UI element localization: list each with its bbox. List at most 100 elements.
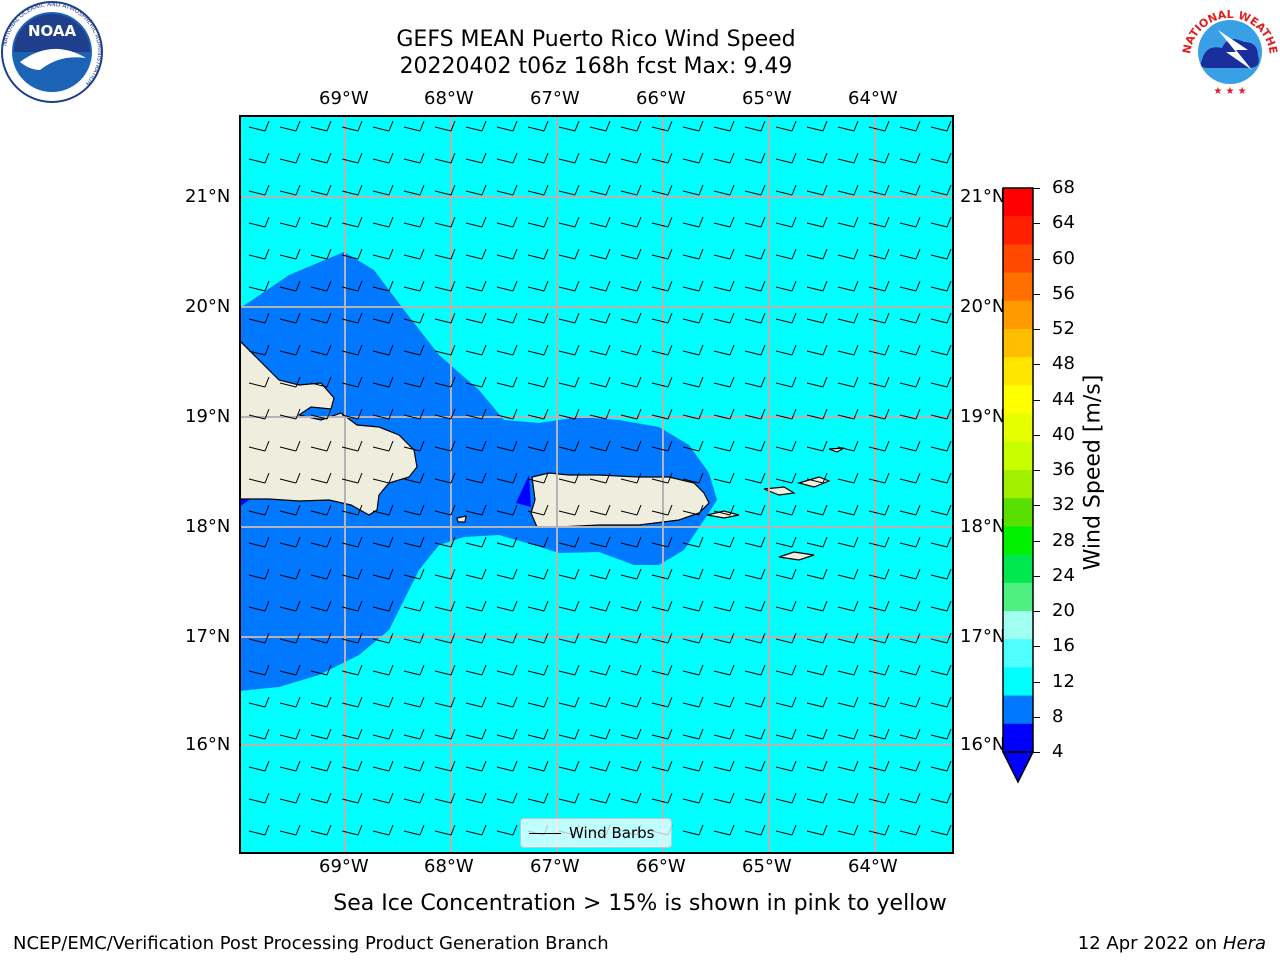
colorbar-tick-label: 48: [1052, 353, 1075, 375]
colorbar-tick-label: 16: [1052, 635, 1075, 657]
wind-barb: [248, 760, 270, 772]
wind-barb: [527, 344, 549, 356]
wind-barbs-legend: Wind Barbs: [520, 818, 672, 848]
wind-barb: [341, 824, 363, 836]
wind-barb: [868, 632, 890, 644]
colorbar-band: [1003, 357, 1033, 386]
wind-barb: [899, 472, 921, 484]
wind-barb: [651, 568, 673, 580]
colorbar-label: Wind Speed [m/s]: [1080, 374, 1106, 571]
wind-barb: [899, 216, 921, 228]
wind-barb: [837, 184, 859, 196]
wind-barb: [651, 664, 673, 676]
wind-barb: [434, 568, 456, 580]
wind-barb: [248, 568, 270, 580]
wind-barb: [310, 472, 332, 484]
wind-barb: [279, 152, 301, 164]
wind-barb: [589, 408, 611, 420]
wind-barb: [589, 312, 611, 324]
wind-barb: [248, 440, 270, 452]
wind-barb: [899, 152, 921, 164]
wind-barb: [930, 600, 952, 612]
wind-barb: [558, 152, 580, 164]
wind-barb: [775, 312, 797, 324]
wind-barb: [899, 792, 921, 804]
wind-barb: [589, 472, 611, 484]
wind-barb: [744, 728, 766, 740]
wind-barb: [403, 152, 425, 164]
wind-barb: [558, 344, 580, 356]
wind-barb: [248, 408, 270, 420]
wind-barb: [527, 152, 549, 164]
wind-barb: [682, 664, 704, 676]
wind-barb: [651, 792, 673, 804]
wind-barb: [651, 536, 673, 548]
wind-barb: [899, 664, 921, 676]
wind-barb: [248, 312, 270, 324]
wind-barb: [682, 760, 704, 772]
wind-barb: [403, 824, 425, 836]
wind-barb: [496, 664, 518, 676]
wind-barb: [434, 760, 456, 772]
wind-barb: [651, 504, 673, 516]
wind-barb: [744, 344, 766, 356]
wind-barb: [310, 120, 332, 132]
wind-barb: [279, 120, 301, 132]
map-frame: [239, 115, 954, 854]
wind-barb: [496, 408, 518, 420]
wind-barb: [434, 728, 456, 740]
lat-label-left: 17°N: [185, 626, 231, 647]
wind-barb: [434, 408, 456, 420]
wind-barb: [806, 504, 828, 516]
wind-barb: [496, 280, 518, 292]
wind-barb: [465, 632, 487, 644]
wind-barb: [248, 248, 270, 260]
wind-barb: [744, 440, 766, 452]
wind-barb: [744, 600, 766, 612]
wind-barb: [620, 472, 642, 484]
wind-barb: [248, 728, 270, 740]
colorbar-tick-mark: [1033, 293, 1040, 295]
colorbar-band: [1003, 441, 1033, 471]
wind-barb: [403, 664, 425, 676]
nws-logo: NATIONAL WEATHER SERVICE ★ ★ ★: [1178, 0, 1280, 98]
wind-barb: [403, 632, 425, 644]
wind-barb: [713, 600, 735, 612]
wind-barb: [372, 216, 394, 228]
wind-barb: [744, 216, 766, 228]
wind-barb: [589, 152, 611, 164]
footer-machine: Hera: [1222, 933, 1266, 954]
wind-barb: [341, 632, 363, 644]
wind-barb: [775, 600, 797, 612]
wind-barb: [527, 504, 549, 516]
wind-barb: [930, 664, 952, 676]
wind-barb: [310, 440, 332, 452]
wind-barb: [930, 472, 952, 484]
wind-barb: [744, 696, 766, 708]
wind-barb: [744, 472, 766, 484]
wind-barb: [558, 280, 580, 292]
wind-barb: [434, 664, 456, 676]
wind-barb: [744, 152, 766, 164]
wind-barb: [465, 504, 487, 516]
wind-barb: [713, 568, 735, 580]
wind-barb: [527, 568, 549, 580]
wind-barb: [279, 472, 301, 484]
wind-barb: [868, 120, 890, 132]
wind-barb: [775, 664, 797, 676]
wind-barb: [620, 120, 642, 132]
wind-barb: [620, 696, 642, 708]
wind-barb: [744, 760, 766, 772]
wind-barb: [930, 440, 952, 452]
wind-barb: [713, 728, 735, 740]
wind-barb: [651, 632, 673, 644]
wind-barb: [930, 728, 952, 740]
wind-barb: [868, 280, 890, 292]
wind-barb: [744, 312, 766, 324]
lon-label-top: 65°W: [742, 88, 792, 109]
wind-barb: [589, 632, 611, 644]
wind-barb: [899, 504, 921, 516]
wind-barb: [930, 312, 952, 324]
wind-barb: [341, 216, 363, 228]
wind-barb: [279, 600, 301, 612]
